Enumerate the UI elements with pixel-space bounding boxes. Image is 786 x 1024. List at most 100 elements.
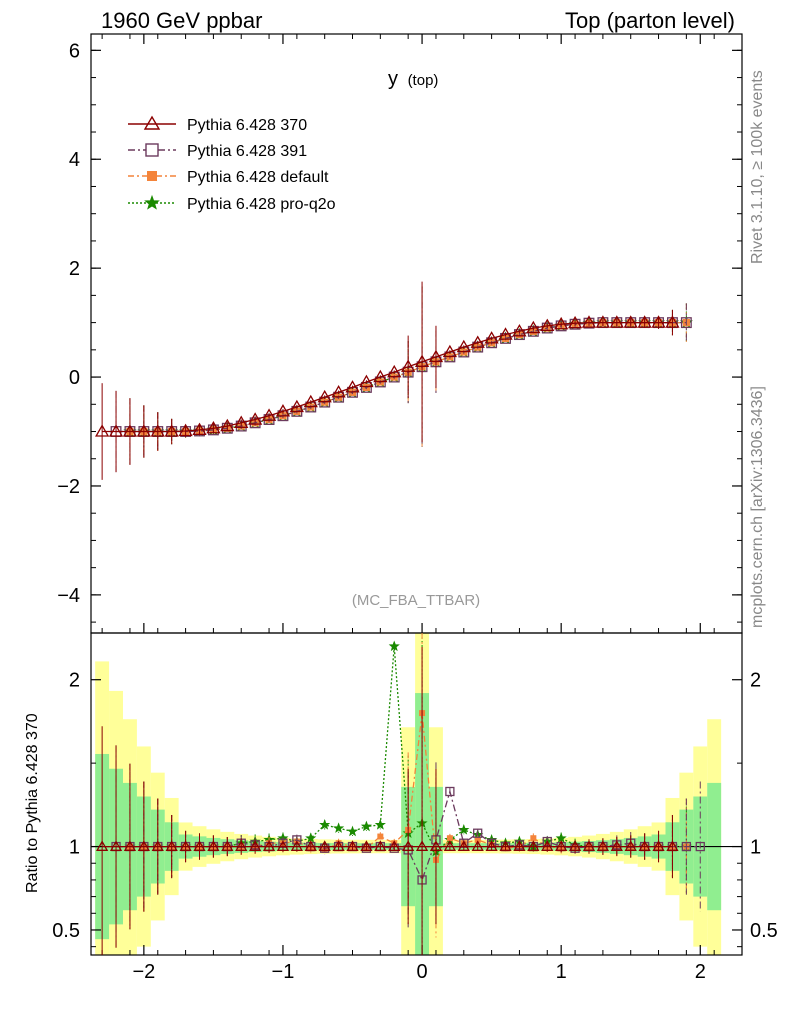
ratio-marker-p391: [445, 786, 455, 797]
ratio-marker-p370: [109, 840, 123, 851]
legend-entry-391: Pythia 6.428 391: [128, 143, 307, 160]
series-layer: [95, 281, 705, 955]
ratio-marker-p370: [346, 840, 359, 851]
ratio-marker-p370: [276, 840, 290, 851]
x-tick-label: −2: [132, 961, 155, 983]
legend-entry-default: Pythia 6.428 default: [128, 169, 329, 186]
series-p370: [95, 281, 680, 955]
y-tick-label: −4: [57, 585, 80, 607]
ratio-marker-p370: [332, 840, 345, 851]
ratio-marker-p391: [681, 841, 692, 852]
main-marker-p370: [95, 424, 110, 437]
main-marker-p370: [122, 424, 138, 437]
ratio-tick-label-right: 0.5: [750, 920, 778, 942]
ratio-marker-p370: [235, 840, 248, 851]
ratio-marker-p370: [374, 840, 387, 851]
x-tick-label: −1: [272, 961, 295, 983]
main-marker-p370: [164, 424, 179, 437]
ratio-marker-proq2o: [319, 819, 331, 830]
ratio-marker-p370: [471, 840, 484, 851]
ratio-tick-label-left: 1: [69, 837, 80, 859]
main-marker-p370: [470, 335, 485, 348]
ratio-marker-p370: [429, 840, 443, 851]
main-marker-p370: [234, 415, 249, 428]
legend-entry-370: Pythia 6.428 370: [128, 115, 307, 134]
main-marker-p370: [512, 324, 527, 337]
main-marker-p370: [261, 408, 277, 421]
main-line-p370: [102, 321, 673, 433]
main-marker-p370: [373, 369, 388, 383]
ratio-marker-p370: [596, 840, 610, 851]
main-marker-p370: [456, 339, 471, 353]
plot-title-main: y: [388, 68, 398, 90]
ratio-marker-p370: [555, 840, 568, 851]
ratio-marker-p391: [473, 828, 483, 838]
ratio-marker-p370: [137, 840, 150, 851]
main-marker-p370: [428, 349, 444, 363]
legend: Pythia 6.428 370 Pythia 6.428 391 Pythia…: [128, 115, 336, 213]
main-marker-p370: [567, 315, 583, 329]
mcplots-label: mcplots.cern.ch [arXiv:1306.3436]: [749, 386, 766, 628]
main-marker-p370: [220, 418, 235, 432]
main-marker-p370: [414, 354, 430, 367]
ratio-tick-label-left: 2: [69, 670, 80, 692]
main-marker-p370: [150, 424, 165, 437]
main-marker-p370: [303, 394, 318, 408]
ratio-marker-p370: [304, 840, 317, 851]
main-marker-p370: [192, 422, 207, 436]
ratio-marker-p370: [402, 840, 415, 851]
ratio-marker-p370: [457, 840, 470, 851]
legend-label-default: Pythia 6.428 default: [187, 169, 329, 186]
main-marker-p370: [331, 385, 346, 398]
ratio-marker-p370: [388, 840, 401, 851]
main-marker-p370: [317, 389, 332, 403]
ratio-marker-default: [377, 833, 384, 840]
ratio-ylabel: Ratio to Pythia 6.428 370: [24, 713, 41, 893]
ratio-marker-p370: [652, 840, 665, 851]
ratio-marker-p370: [638, 840, 651, 851]
ratio-marker-proq2o: [360, 820, 373, 832]
rivet-label: Rivet 3.1.10, ≥ 100k events: [749, 70, 766, 264]
ratio-tick-label-left: 0.5: [52, 920, 80, 942]
main-marker-p370: [526, 320, 541, 334]
ratio-marker-p370: [290, 840, 303, 851]
main-marker-p370: [581, 315, 597, 328]
main-marker-p370: [484, 331, 499, 344]
main-marker-p370: [637, 315, 652, 328]
y-tick-label: 2: [69, 258, 80, 280]
ratio-marker-proq2o: [388, 640, 400, 652]
main-marker-p370: [345, 380, 360, 393]
main-marker-p370: [136, 424, 151, 437]
legend-marker-filled-square: [147, 171, 157, 181]
plot-title-sub: (top): [408, 72, 439, 89]
ratio-marker-p370: [443, 840, 457, 851]
main-marker-p391: [569, 318, 581, 330]
ratio-marker-p370: [541, 840, 554, 851]
ratio-marker-proq2o: [555, 832, 567, 844]
ratio-marker-proq2o: [374, 819, 386, 830]
main-marker-p370: [498, 327, 513, 340]
main-marker-p370: [442, 344, 458, 358]
legend-entry-proq2o: Pythia 6.428 pro-q2o: [128, 194, 336, 213]
header-right: Top (parton level): [565, 8, 735, 33]
ratio-marker-proq2o: [347, 825, 359, 837]
main-marker-p370: [401, 359, 416, 372]
ratio-marker-p370: [624, 840, 637, 851]
ratio-marker-p370: [666, 840, 679, 851]
main-marker-p370: [609, 315, 624, 328]
ratio-tick-label-right: 1: [750, 837, 761, 859]
legend-label-370: Pythia 6.428 370: [187, 117, 307, 134]
ratio-marker-p370: [123, 840, 137, 851]
ratio-marker-p370: [582, 840, 596, 851]
main-marker-p370: [554, 316, 569, 330]
axis-ticks: −2 −1 0 1 2 −4 −2 0 2 4 6 0.5 0.5 1 1 2 2: [52, 34, 778, 983]
ratio-marker-p370: [193, 840, 206, 851]
x-tick-label: 1: [556, 961, 567, 983]
ratio-marker-default: [446, 835, 453, 842]
ratio-marker-default: [530, 835, 537, 842]
header-left: 1960 GeV ppbar: [101, 8, 262, 33]
ratio-tick-label-right: 2: [750, 670, 761, 692]
ratio-marker-proq2o: [458, 824, 470, 835]
main-marker-p370: [387, 364, 402, 378]
